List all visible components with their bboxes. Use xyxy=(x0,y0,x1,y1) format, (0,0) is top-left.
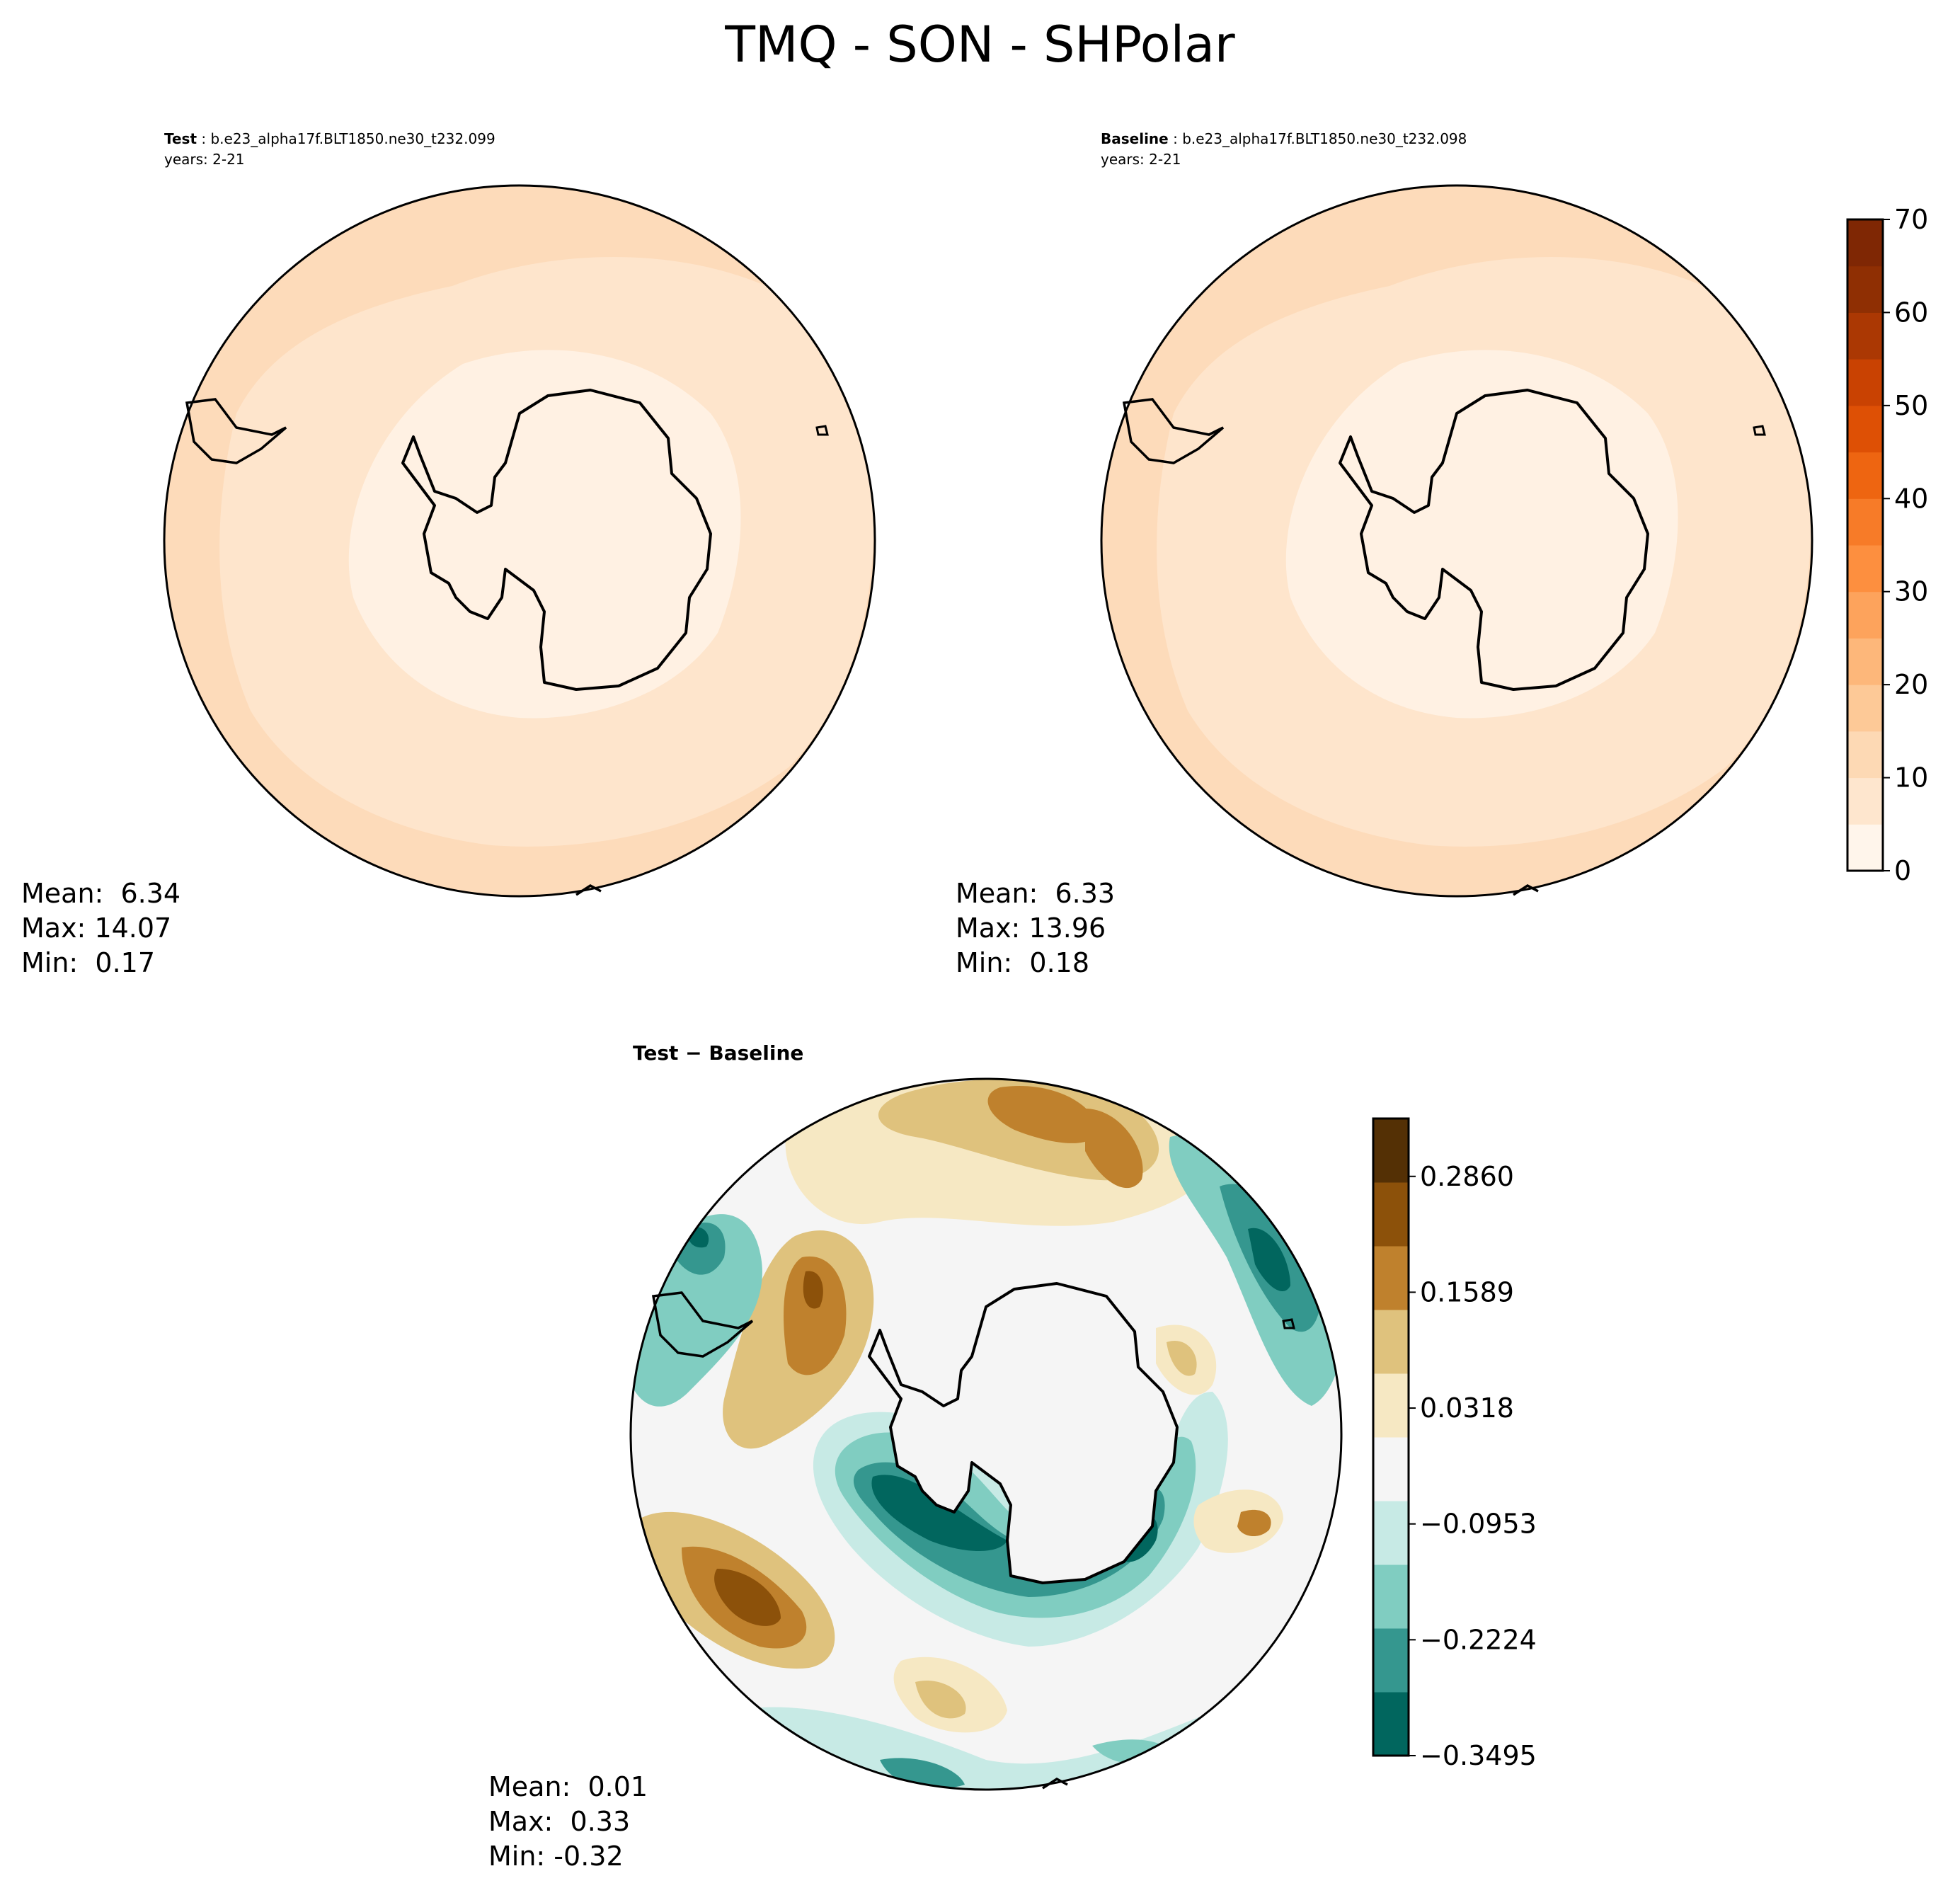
difference-colorbar: 0.2860 0.1589 0.0318 −0.0953 −0.2224 −0.3495 xyxy=(1372,1117,1537,1770)
colorbar-tick-label: 60 xyxy=(1894,297,1928,328)
colorbar-bin xyxy=(1373,1373,1409,1438)
baseline-stats: Mean: 6.33 Max: 13.96 Min: 0.18 xyxy=(956,876,1115,980)
colorbar-tick-label: 30 xyxy=(1894,576,1928,607)
test-years: years: 2-21 xyxy=(164,151,245,168)
colorbar-bin xyxy=(1373,1501,1409,1565)
antarctica-coastline xyxy=(868,1282,1179,1584)
colorbar-bin xyxy=(1847,498,1883,546)
test-label: Test xyxy=(164,130,197,147)
colorbar-tick-label: 50 xyxy=(1894,390,1928,421)
south-america-coastline xyxy=(651,1291,754,1358)
baseline-case: b.e23_alpha17f.BLT1850.ne30_t232.098 xyxy=(1182,130,1467,147)
colorbar-bin xyxy=(1847,545,1883,593)
colorbar-bin xyxy=(1373,1437,1409,1501)
colorbar-bin xyxy=(1373,1246,1409,1310)
colorbar-tick-label: 0.0318 xyxy=(1420,1392,1514,1424)
baseline-years: years: 2-21 xyxy=(1101,151,1181,168)
colorbar-tick-label: −0.2224 xyxy=(1420,1624,1537,1655)
south-america-coastline xyxy=(1122,398,1225,464)
test-panel-title: Test : b.e23_alpha17f.BLT1850.ne30_t232.… xyxy=(164,130,495,147)
colorbar-frame xyxy=(1846,218,1884,872)
colorbar-bin xyxy=(1847,685,1883,732)
test-stats: Mean: 6.34 Max: 14.07 Min: 0.17 xyxy=(21,876,180,980)
island-coastline xyxy=(1042,1777,1068,1790)
test-min: Min: 0.17 xyxy=(21,947,155,978)
baseline-mean: Mean: 6.33 xyxy=(956,878,1116,909)
baseline-map xyxy=(1100,184,1813,898)
colorbar-tick-label: −0.3495 xyxy=(1420,1740,1537,1770)
antarctica-coastline xyxy=(1339,389,1649,691)
colorbar-bin xyxy=(1847,219,1883,267)
island-coastline xyxy=(1753,425,1766,436)
colorbar-bin xyxy=(1373,1182,1409,1247)
test-map xyxy=(163,184,876,898)
difference-map xyxy=(629,1077,1343,1791)
difference-panel-title: Test − Baseline xyxy=(633,1041,804,1065)
colorbar-bin xyxy=(1847,591,1883,639)
test-case: b.e23_alpha17f.BLT1850.ne30_t232.099 xyxy=(210,130,495,147)
colorbar-tick-label: 0 xyxy=(1894,855,1911,885)
island-coastline xyxy=(575,883,602,896)
colorbar-bin xyxy=(1373,1310,1409,1374)
colorbar-bin xyxy=(1847,824,1883,871)
colorbar-tick-label: 0.2860 xyxy=(1420,1161,1514,1192)
colorbar-bin xyxy=(1847,265,1883,313)
colorbar-bin xyxy=(1373,1692,1409,1756)
baseline-panel-title: Baseline : b.e23_alpha17f.BLT1850.ne30_t… xyxy=(1101,130,1467,147)
baseline-label: Baseline xyxy=(1101,130,1169,147)
colorbar-bin xyxy=(1847,452,1883,499)
colorbar-bin xyxy=(1847,731,1883,779)
colorbar-tick-label: −0.0953 xyxy=(1420,1509,1537,1540)
figure-title: TMQ - SON - SHPolar xyxy=(725,16,1235,74)
difference-mean: Mean: 0.01 xyxy=(488,1771,648,1802)
absolute-colorbar: 0 10 20 30 40 50 60 70 xyxy=(1846,205,1928,885)
colorbar-tick-label: 40 xyxy=(1894,483,1928,514)
island-coastline xyxy=(1282,1318,1295,1329)
colorbar-bin xyxy=(1847,359,1883,406)
colorbar-frame xyxy=(1372,1117,1410,1757)
baseline-min: Min: 0.18 xyxy=(956,947,1089,978)
colorbar-tick-label: 10 xyxy=(1894,762,1928,794)
island-coastline xyxy=(815,425,829,436)
difference-min: Min: -0.32 xyxy=(488,1841,624,1872)
test-mean: Mean: 6.34 xyxy=(21,878,181,909)
colorbar-bin xyxy=(1847,777,1883,825)
colorbar-bin xyxy=(1373,1119,1409,1183)
difference-stats: Mean: 0.01 Max: 0.33 Min: -0.32 xyxy=(488,1770,648,1874)
baseline-max: Max: 13.96 xyxy=(956,912,1106,944)
difference-max: Max: 0.33 xyxy=(488,1806,631,1837)
colorbar-tick-label: 70 xyxy=(1894,205,1928,235)
colorbar-bin xyxy=(1847,405,1883,453)
test-max: Max: 14.07 xyxy=(21,912,172,944)
colorbar-bin xyxy=(1847,638,1883,685)
colorbar-bin xyxy=(1847,312,1883,360)
south-america-coastline xyxy=(185,398,287,464)
island-coastline xyxy=(1513,883,1539,896)
colorbar-tick-label: 0.1589 xyxy=(1420,1276,1514,1308)
colorbar-tick-label: 20 xyxy=(1894,669,1928,700)
colorbar-bin xyxy=(1373,1564,1409,1629)
antarctica-coastline xyxy=(401,389,712,691)
colorbar-bin xyxy=(1373,1628,1409,1693)
